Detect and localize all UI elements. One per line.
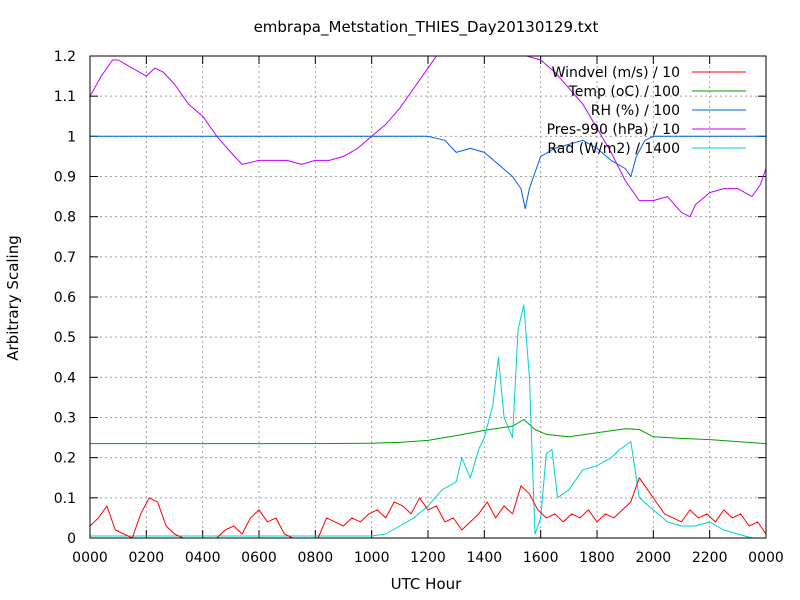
y-tick-label: 0.5 xyxy=(54,330,76,346)
legend-label: RH (%) / 100 xyxy=(591,103,680,119)
y-tick-label: 1.1 xyxy=(54,89,76,105)
y-tick-label: 0.3 xyxy=(54,411,76,427)
y-tick-label: 0.2 xyxy=(54,451,76,467)
y-tick-label: 0.1 xyxy=(54,491,76,507)
y-tick-label: 0.4 xyxy=(54,370,76,386)
legend: Windvel (m/s) / 10 Temp (oC) / 100 RH (%) … xyxy=(547,65,746,157)
chart-title: embrapa_Metstation_THIES_Day20130129.txt xyxy=(254,18,599,37)
series-line-4 xyxy=(90,304,766,539)
x-tick-label: 0400 xyxy=(185,550,221,566)
series-lines xyxy=(89,55,767,539)
x-tick-label: 1400 xyxy=(467,550,503,566)
plot-frame xyxy=(89,55,767,539)
x-tick-label: 1800 xyxy=(579,550,615,566)
x-tick-label: 2200 xyxy=(692,550,728,566)
x-tick-label: 0800 xyxy=(298,550,334,566)
y-tick-label: 0.8 xyxy=(54,210,76,226)
x-tick-label: 2000 xyxy=(636,550,672,566)
y-tick-label: 0.9 xyxy=(54,170,76,186)
y-tick-label: 0.6 xyxy=(54,290,76,306)
x-tick-label: 1600 xyxy=(523,550,559,566)
grid xyxy=(89,55,767,539)
y-tick-label: 0 xyxy=(67,531,76,547)
y-tick-label: 1 xyxy=(67,129,76,145)
legend-label: Temp (oC) / 100 xyxy=(568,84,680,100)
x-axis-label: UTC Hour xyxy=(391,575,462,593)
series-line-1 xyxy=(90,419,767,445)
x-tick-label: 1200 xyxy=(410,550,446,566)
legend-label: Windvel (m/s) / 10 xyxy=(552,65,680,81)
y-axis-label: Arbitrary Scaling xyxy=(4,235,22,361)
series-line-2 xyxy=(90,135,766,210)
legend-label: Pres-990 (hPa) / 10 xyxy=(547,122,680,138)
x-tick-label: 0000 xyxy=(72,550,108,566)
x-tick-label: 1000 xyxy=(354,550,390,566)
x-tick-label: 0200 xyxy=(129,550,165,566)
y-tick-label: 1.2 xyxy=(54,49,76,65)
series-line-3 xyxy=(89,55,767,218)
x-tick-label: 0600 xyxy=(241,550,277,566)
y-tick-label: 0.7 xyxy=(54,250,76,266)
tick-labels: 0 0.1 0.2 0.3 0.4 0.5 0.6 0.7 0.8 0.9 1 1.1 1.2 0000 0… xyxy=(54,49,784,566)
legend-label: Rad (W/m2) / 1400 xyxy=(547,141,680,157)
x-tick-label: 0000 xyxy=(748,550,784,566)
